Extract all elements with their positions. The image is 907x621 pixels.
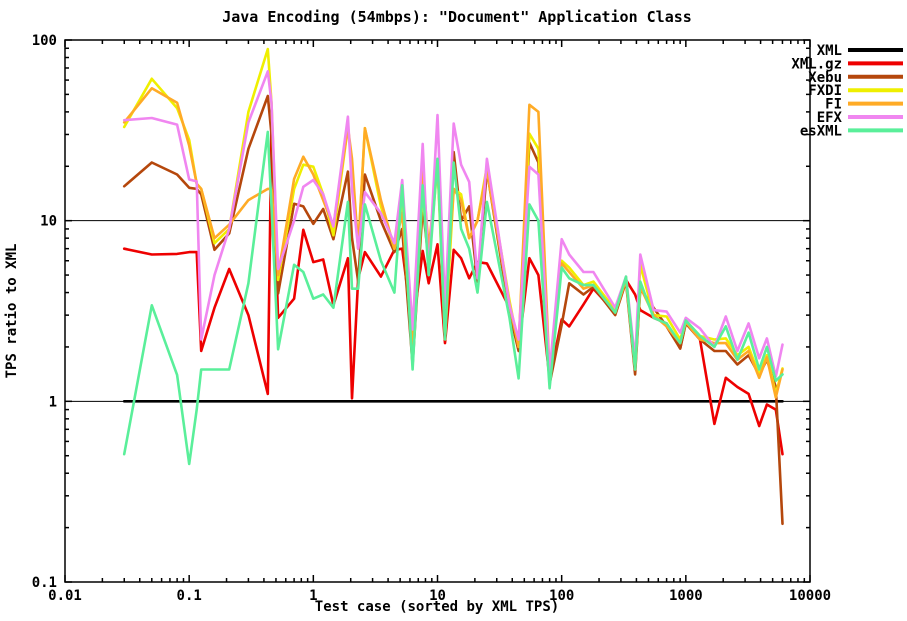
- x-tick-label: 1000: [669, 588, 703, 604]
- legend-item-label: FXDI: [808, 83, 842, 99]
- y-tick-label: 10: [40, 214, 57, 230]
- x-tick-label: 0.1: [177, 588, 202, 604]
- chart-title: Java Encoding (54mbps): "Document" Appli…: [222, 8, 692, 26]
- x-tick-label: 10: [429, 588, 446, 604]
- legend-item: FI: [825, 97, 903, 113]
- x-tick-label: 0.01: [48, 588, 82, 604]
- series-lines: [122, 47, 784, 526]
- legend-item: XML.gz: [791, 56, 903, 72]
- legend-item-label: esXML: [800, 123, 842, 139]
- legend-item: EFX: [817, 110, 903, 126]
- series-line-esXML: [122, 130, 784, 466]
- legend-item-label: Xebu: [808, 70, 842, 86]
- y-tick-label: 1: [49, 394, 57, 410]
- legend-item-label: XML: [817, 43, 842, 59]
- x-tick-label: 1: [309, 588, 317, 604]
- series-line-Xebu: [122, 94, 784, 526]
- legend-item: FXDI: [808, 83, 903, 99]
- legend-item-label: FI: [825, 97, 842, 113]
- x-tick-label: 10000: [789, 588, 831, 604]
- legend-item: Xebu: [808, 70, 903, 86]
- legend-item: esXML: [800, 123, 903, 139]
- legend-item-label: XML.gz: [791, 56, 842, 72]
- legend-item: XML: [817, 43, 903, 59]
- axis-ticks: [64, 39, 811, 583]
- x-tick-label: 100: [549, 588, 574, 604]
- y-axis-label: TPS ratio to XML: [4, 244, 20, 379]
- series-line-FXDI: [122, 47, 784, 396]
- legend-item-label: EFX: [817, 110, 843, 126]
- y-tick-label: 100: [32, 33, 57, 49]
- y-tick-label: 0.1: [32, 575, 57, 591]
- x-axis-label: Test case (sorted by XML TPS): [315, 599, 559, 615]
- series-line-EFX: [122, 70, 784, 378]
